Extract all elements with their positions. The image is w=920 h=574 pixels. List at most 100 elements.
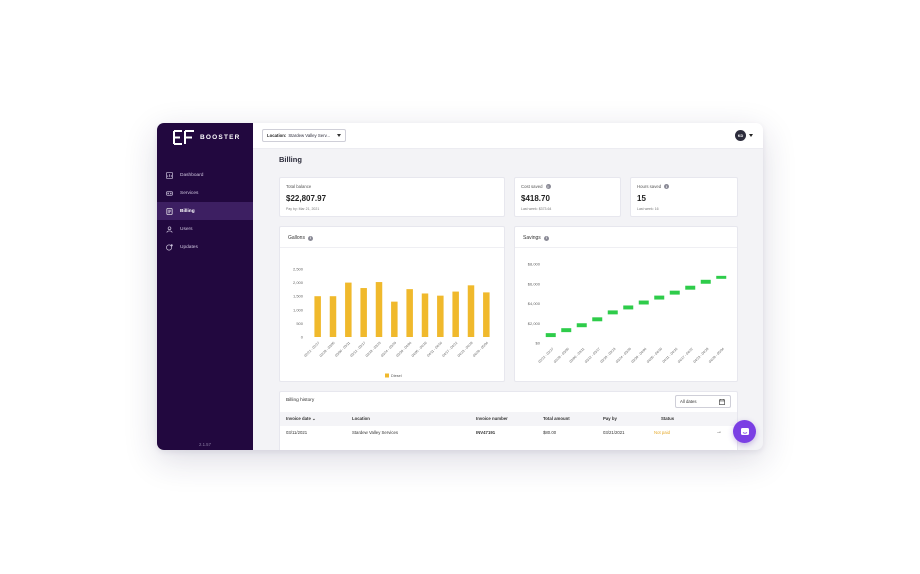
cell-pay-by: 03/21/2021 — [603, 430, 625, 435]
bar — [421, 293, 429, 337]
arrow-right-icon[interactable]: → — [716, 429, 722, 435]
sidebar-nav: Dashboard Services Billing Users — [157, 166, 253, 256]
billing-history-card: Billing history All dates Invoice date ⌄… — [279, 391, 738, 450]
stat-sub: Last week: 16 — [637, 207, 659, 211]
date-filter-select[interactable]: All dates — [675, 395, 731, 408]
y-tick-label: $4,000 — [528, 301, 541, 306]
info-icon[interactable]: i — [664, 184, 670, 189]
cell-total-amount: $80.00 — [543, 430, 557, 435]
chat-icon — [740, 427, 749, 435]
bar — [483, 292, 490, 337]
column-header-location[interactable]: Location — [352, 416, 370, 421]
x-tick-label: 04/05 - 04/10 — [411, 341, 428, 358]
sidebar-item-users[interactable]: Users — [157, 220, 253, 238]
calendar-icon — [719, 399, 725, 405]
table-header: Invoice date ⌄ Location Invoice number T… — [280, 412, 737, 426]
dashboard-icon — [166, 171, 173, 179]
stat-sub: Last week: $373.64 — [521, 207, 552, 211]
x-tick-label: 04/29 - 05/04 — [708, 347, 725, 364]
app-window: BOOSTER Dashboard Services Billing — [157, 123, 763, 450]
section-title: Billing history — [286, 398, 315, 403]
info-icon[interactable]: i — [543, 235, 549, 241]
y-tick-label: 1,000 — [293, 307, 304, 312]
waterfall-bar — [669, 290, 680, 295]
info-icon[interactable]: i — [307, 235, 313, 241]
y-tick-label: 500 — [296, 321, 303, 326]
sidebar-item-label: Users — [180, 226, 193, 232]
bar — [437, 295, 444, 337]
bar — [391, 301, 398, 337]
sidebar-item-billing[interactable]: Billing — [157, 202, 253, 220]
column-header-pay-by[interactable]: Pay by — [603, 416, 617, 421]
brand-logo[interactable]: BOOSTER — [173, 130, 241, 145]
sidebar-item-dashboard[interactable]: Dashboard — [157, 166, 253, 184]
waterfall-bar — [716, 275, 727, 279]
y-tick-label: 2,500 — [293, 267, 304, 272]
billing-icon — [166, 207, 173, 215]
waterfall-bar — [561, 328, 572, 333]
cell-location: Stardew Valley Services — [352, 430, 399, 435]
location-value: Stardew Valley Serv... — [288, 133, 330, 138]
sidebar: BOOSTER Dashboard Services Billing — [157, 123, 253, 450]
sidebar-item-label: Billing — [180, 208, 195, 214]
stat-value: $22,807.97 — [286, 194, 327, 203]
waterfall-bar — [607, 310, 618, 315]
waterfall-bar — [654, 295, 665, 300]
y-tick-label: 0 — [301, 335, 304, 340]
legend-swatch — [385, 373, 389, 378]
chart-title: Gallons i — [288, 235, 313, 241]
y-tick-label: $2,000 — [528, 321, 541, 326]
services-icon — [166, 190, 173, 197]
legend-label: Diesel — [391, 374, 402, 378]
user-menu-chevron-icon[interactable] — [749, 134, 753, 137]
waterfall-bar — [576, 323, 587, 328]
waterfall-bar — [685, 285, 696, 290]
top-bar: Location: Stardew Valley Serv... KD — [253, 123, 763, 149]
sidebar-item-services[interactable]: Services — [157, 184, 253, 202]
sidebar-item-label: Dashboard — [180, 172, 204, 178]
bar — [375, 282, 383, 337]
stat-label: Total balance — [286, 184, 312, 189]
table-row[interactable]: 03/11/2021 Stardew Valley Services INV47… — [280, 426, 737, 441]
cell-invoice-number: INV47191 — [476, 430, 496, 435]
stat-value: 15 — [637, 194, 646, 203]
savings-chart-card: Savings i $0 $2,000 $4,000 $6,000 $8,000 02/22… — [514, 226, 738, 382]
y-tick-label: 1,500 — [293, 294, 304, 299]
stat-card-total-balance: Total balance $22,807.97 Pay by: Mar 21,… — [279, 177, 505, 217]
sidebar-item-updates[interactable]: Updates — [157, 238, 253, 256]
column-header-invoice-date[interactable]: Invoice date ⌄ — [286, 416, 316, 421]
bar — [467, 285, 475, 337]
bar — [329, 296, 337, 337]
bar — [452, 291, 459, 337]
cell-invoice-date: 03/11/2021 — [286, 430, 308, 435]
chevron-down-icon — [337, 134, 341, 137]
avatar[interactable]: KD — [735, 130, 746, 141]
app-version: 2.1.57 — [199, 442, 211, 447]
waterfall-bar — [700, 279, 711, 284]
x-tick-label: 04/05 - 04/10 — [646, 347, 663, 364]
stat-card-hours-saved: Hours saved i 15 Last week: 16 — [630, 177, 738, 217]
column-header-status[interactable]: Status — [661, 416, 675, 421]
waterfall-bar — [623, 305, 634, 310]
page-title: Billing — [279, 155, 302, 164]
divider — [515, 247, 737, 248]
location-label: Location: — [267, 133, 287, 138]
info-icon[interactable]: i — [545, 184, 551, 189]
waterfall-bar — [638, 300, 649, 305]
brand-name: BOOSTER — [200, 134, 241, 141]
chat-support-button[interactable] — [733, 420, 756, 443]
x-tick-label: 02/28 - 03/05 — [553, 347, 570, 364]
y-tick-label: $6,000 — [528, 281, 541, 286]
column-header-invoice-number[interactable]: Invoice number — [476, 416, 508, 421]
chart-title: Savings i — [523, 235, 549, 241]
x-tick-label: 04/29 - 05/04 — [472, 341, 489, 358]
updates-icon — [166, 243, 173, 251]
location-select[interactable]: Location: Stardew Valley Serv... — [262, 129, 346, 142]
y-tick-label: $0 — [536, 341, 541, 346]
column-header-total-amount[interactable]: Total amount — [543, 416, 570, 421]
gallons-chart-card: Gallons i 0 500 1,000 1,500 2,000 2,500 02/22 -… — [279, 226, 505, 382]
booster-logo-icon — [173, 130, 195, 145]
users-icon — [166, 225, 173, 233]
x-tick-label: 02/28 - 03/05 — [319, 341, 336, 358]
